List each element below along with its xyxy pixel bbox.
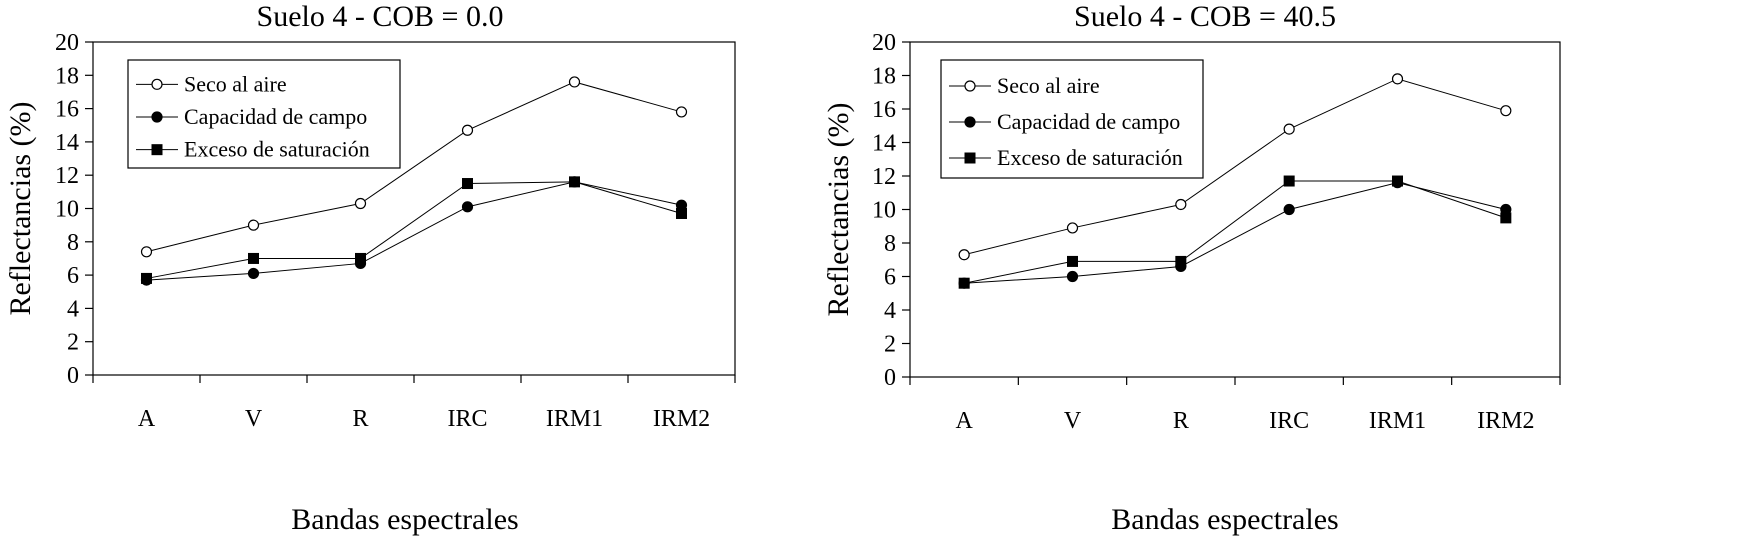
data-point xyxy=(462,178,473,190)
chart-title: Suelo 4 - COB = 0.0 xyxy=(257,0,504,33)
legend-marker xyxy=(151,144,163,156)
data-point xyxy=(247,267,260,280)
y-tick-label: 20 xyxy=(55,30,79,56)
data-point xyxy=(461,124,474,136)
legend-label: Exceso de saturación xyxy=(997,145,1183,170)
series-line-1 xyxy=(964,78,1506,256)
y-tick-label: 8 xyxy=(67,230,79,256)
series-line-2 xyxy=(146,181,682,281)
x-tick-label: V xyxy=(1064,408,1082,434)
data-point xyxy=(1283,175,1295,187)
series-line-2 xyxy=(964,182,1506,284)
legend-marker xyxy=(964,152,976,164)
y-tick-label: 18 xyxy=(872,64,896,90)
data-point xyxy=(1066,270,1079,283)
data-point xyxy=(354,197,367,210)
data-point xyxy=(1067,255,1078,267)
y-axis-label: Reflectancias (%) xyxy=(822,102,855,316)
legend-marker xyxy=(151,111,163,123)
x-tick-label: IRC xyxy=(1269,408,1309,434)
x-tick-label: R xyxy=(1173,408,1189,434)
x-tick-label: IRM2 xyxy=(1477,408,1534,434)
y-tick-label: 8 xyxy=(884,231,896,257)
data-point xyxy=(140,246,153,258)
y-tick-label: 18 xyxy=(55,63,79,89)
chart-title: Suelo 4 - COB = 40.5 xyxy=(1074,0,1336,33)
data-point xyxy=(247,219,260,231)
chart-2: Suelo 4 - COB = 40.5 0 2 4 6 8 10 12 14 16 18 20 A V R… xyxy=(822,0,1561,536)
y-tick-label: 0 xyxy=(67,363,79,389)
data-point xyxy=(1175,255,1187,267)
data-point xyxy=(569,176,580,188)
series-line-3 xyxy=(964,180,1506,284)
legend-marker xyxy=(964,80,976,92)
data-point xyxy=(958,249,970,261)
x-axis-label: Bandas espectrales xyxy=(291,503,518,536)
data-point xyxy=(1391,73,1404,85)
legend-label: Seco al aire xyxy=(184,71,287,96)
y-tick-label: 0 xyxy=(884,365,896,391)
x-tick-label: A xyxy=(138,406,156,432)
y-tick-label: 4 xyxy=(884,298,896,324)
x-axis-label: Bandas espectrales xyxy=(1111,503,1338,536)
series-line-3 xyxy=(146,181,682,279)
y-tick-label: 2 xyxy=(884,332,896,358)
y-tick-label: 2 xyxy=(67,330,79,356)
x-tick-label: IRM1 xyxy=(546,406,603,432)
x-tick-label: IRM2 xyxy=(653,406,710,432)
legend-label: Capacidad de campo xyxy=(184,104,367,129)
data-point xyxy=(355,252,366,264)
y-tick-label: 16 xyxy=(872,97,896,123)
data-point xyxy=(1283,123,1295,135)
y-tick-label: 10 xyxy=(55,197,79,223)
legend: Seco al aire Capacidad de campo Exceso de … xyxy=(940,59,1204,179)
x-tick-label: IRC xyxy=(447,406,487,432)
x-tick-label: V xyxy=(245,406,263,432)
y-tick-label: 10 xyxy=(872,198,896,224)
x-tick-label: R xyxy=(352,406,368,432)
data-point xyxy=(958,277,970,289)
legend-label: Exceso de saturación xyxy=(184,137,370,162)
data-point xyxy=(675,106,688,118)
data-point xyxy=(1283,203,1295,216)
legend-marker xyxy=(964,116,976,128)
data-point xyxy=(1175,198,1187,211)
x-tick-label: A xyxy=(955,408,973,434)
chart-1: Suelo 4 - COB = 0.0 0 2 4 6 8 10 12 14 16 18 20 A V R I… xyxy=(4,0,736,536)
data-point xyxy=(1500,212,1512,224)
y-tick-label: 14 xyxy=(872,131,896,157)
data-point xyxy=(141,272,152,284)
data-point xyxy=(248,252,259,264)
y-tick-label: 12 xyxy=(872,164,896,190)
data-point xyxy=(676,207,687,219)
y-tick-label: 14 xyxy=(55,130,79,156)
y-tick-label: 6 xyxy=(884,265,896,291)
data-point xyxy=(1392,175,1403,187)
data-point xyxy=(461,201,474,213)
y-tick-label: 6 xyxy=(67,263,79,289)
legend: Seco al aire Capacidad de campo Exceso de … xyxy=(127,59,401,169)
legend-label: Capacidad de campo xyxy=(997,109,1180,134)
legend-label: Seco al aire xyxy=(997,73,1100,98)
legend-marker xyxy=(151,78,163,90)
data-point xyxy=(568,76,581,88)
y-tick-label: 16 xyxy=(55,97,79,123)
data-point xyxy=(1500,105,1512,117)
data-point xyxy=(1066,222,1079,234)
y-tick-label: 20 xyxy=(872,30,896,56)
y-axis-label: Reflectancias (%) xyxy=(4,101,37,315)
series-line-1 xyxy=(146,81,682,253)
x-tick-label: IRM1 xyxy=(1369,408,1426,434)
y-tick-label: 4 xyxy=(67,296,79,322)
y-tick-label: 12 xyxy=(55,163,79,189)
